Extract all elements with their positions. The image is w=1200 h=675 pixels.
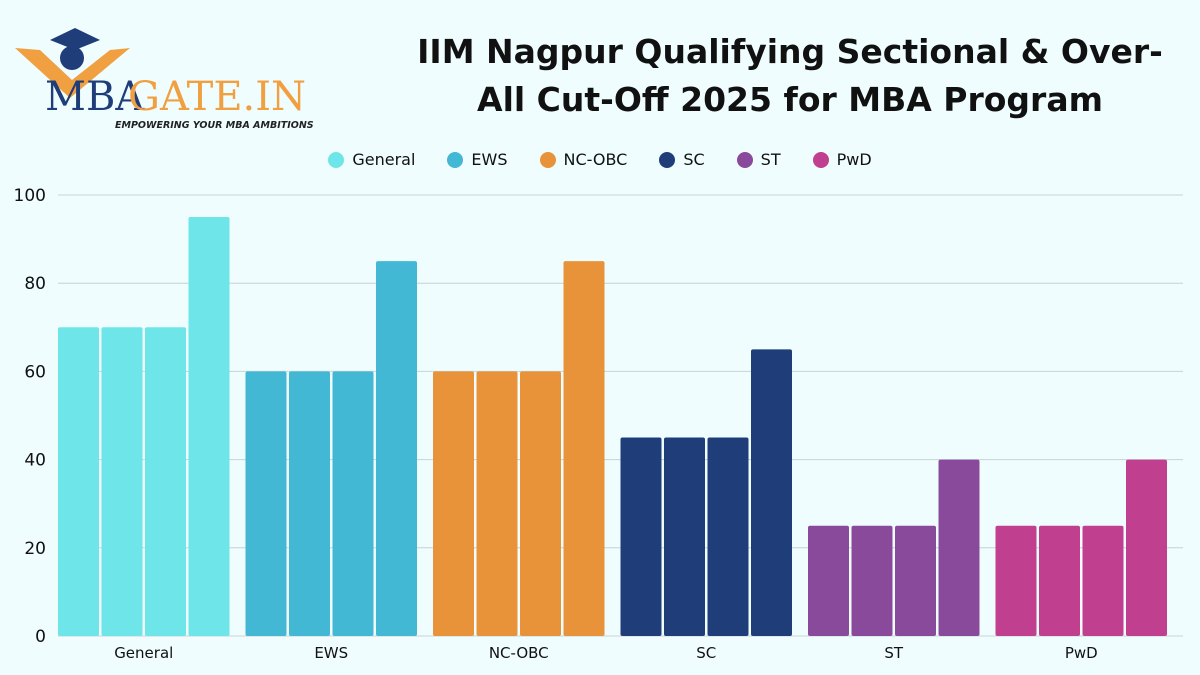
bar — [58, 327, 99, 636]
bar — [520, 371, 561, 636]
legend-swatch — [736, 151, 753, 168]
bar — [145, 327, 186, 636]
legend-item: EWS — [447, 150, 508, 169]
legend-swatch — [539, 151, 556, 168]
legend-label: PwD — [836, 150, 872, 169]
bar — [332, 371, 374, 636]
bar — [1082, 525, 1124, 636]
y-tick-label: 40 — [24, 451, 46, 471]
bar — [620, 437, 662, 636]
y-tick-label: 0 — [35, 627, 46, 647]
chart-title: IIM Nagpur Qualifying Sectional & Over-A… — [417, 32, 1163, 119]
bar — [808, 525, 849, 636]
x-tick-label: EWS — [314, 644, 348, 662]
legend-item: SC — [659, 150, 705, 169]
bar — [289, 371, 330, 636]
bar — [938, 459, 980, 636]
legend-swatch — [812, 151, 829, 168]
svg-text:EMPOWERING YOUR MBA AMBITIONS: EMPOWERING YOUR MBA AMBITIONS — [115, 120, 314, 131]
bar — [476, 371, 518, 636]
y-tick-label: 60 — [24, 362, 46, 382]
legend-label: ST — [760, 150, 781, 169]
mbagate-logo: MBA GATE.IN EMPOWERING YOUR MBA AMBITION… — [15, 28, 314, 131]
x-tick-label: NC-OBC — [489, 644, 549, 662]
bar — [995, 525, 1037, 636]
legend: General EWS NC-OBC SC ST PwD — [0, 150, 1200, 169]
x-tick-label: SC — [696, 644, 716, 662]
legend-swatch — [659, 151, 676, 168]
bar — [707, 437, 749, 636]
x-tick-label: General — [114, 644, 173, 662]
bar — [376, 261, 417, 636]
legend-item: NC-OBC — [539, 150, 628, 169]
bar — [851, 525, 893, 636]
y-tick-label: 100 — [14, 186, 46, 206]
legend-label: SC — [683, 150, 705, 169]
legend-item: ST — [736, 150, 781, 169]
bar — [245, 371, 287, 636]
legend-item: General — [328, 150, 415, 169]
legend-item: PwD — [812, 150, 872, 169]
legend-label: EWS — [471, 150, 508, 169]
bar — [563, 261, 605, 636]
svg-text:GATE.IN: GATE.IN — [128, 74, 306, 120]
x-tick-label: PwD — [1065, 644, 1098, 662]
bar — [895, 525, 936, 636]
legend-label: General — [352, 150, 416, 169]
bar — [433, 371, 474, 636]
bar — [1126, 459, 1167, 636]
bar — [751, 349, 792, 636]
bar — [188, 217, 230, 637]
y-tick-label: 80 — [24, 274, 46, 294]
bar — [101, 327, 143, 636]
bar — [664, 437, 705, 636]
legend-label: NC-OBC — [563, 150, 628, 169]
bar — [1039, 525, 1080, 636]
svg-text:MBA: MBA — [45, 74, 145, 120]
y-tick-label: 20 — [24, 539, 46, 559]
legend-swatch — [328, 151, 345, 168]
x-tick-label: ST — [884, 644, 904, 662]
legend-swatch — [447, 151, 464, 168]
